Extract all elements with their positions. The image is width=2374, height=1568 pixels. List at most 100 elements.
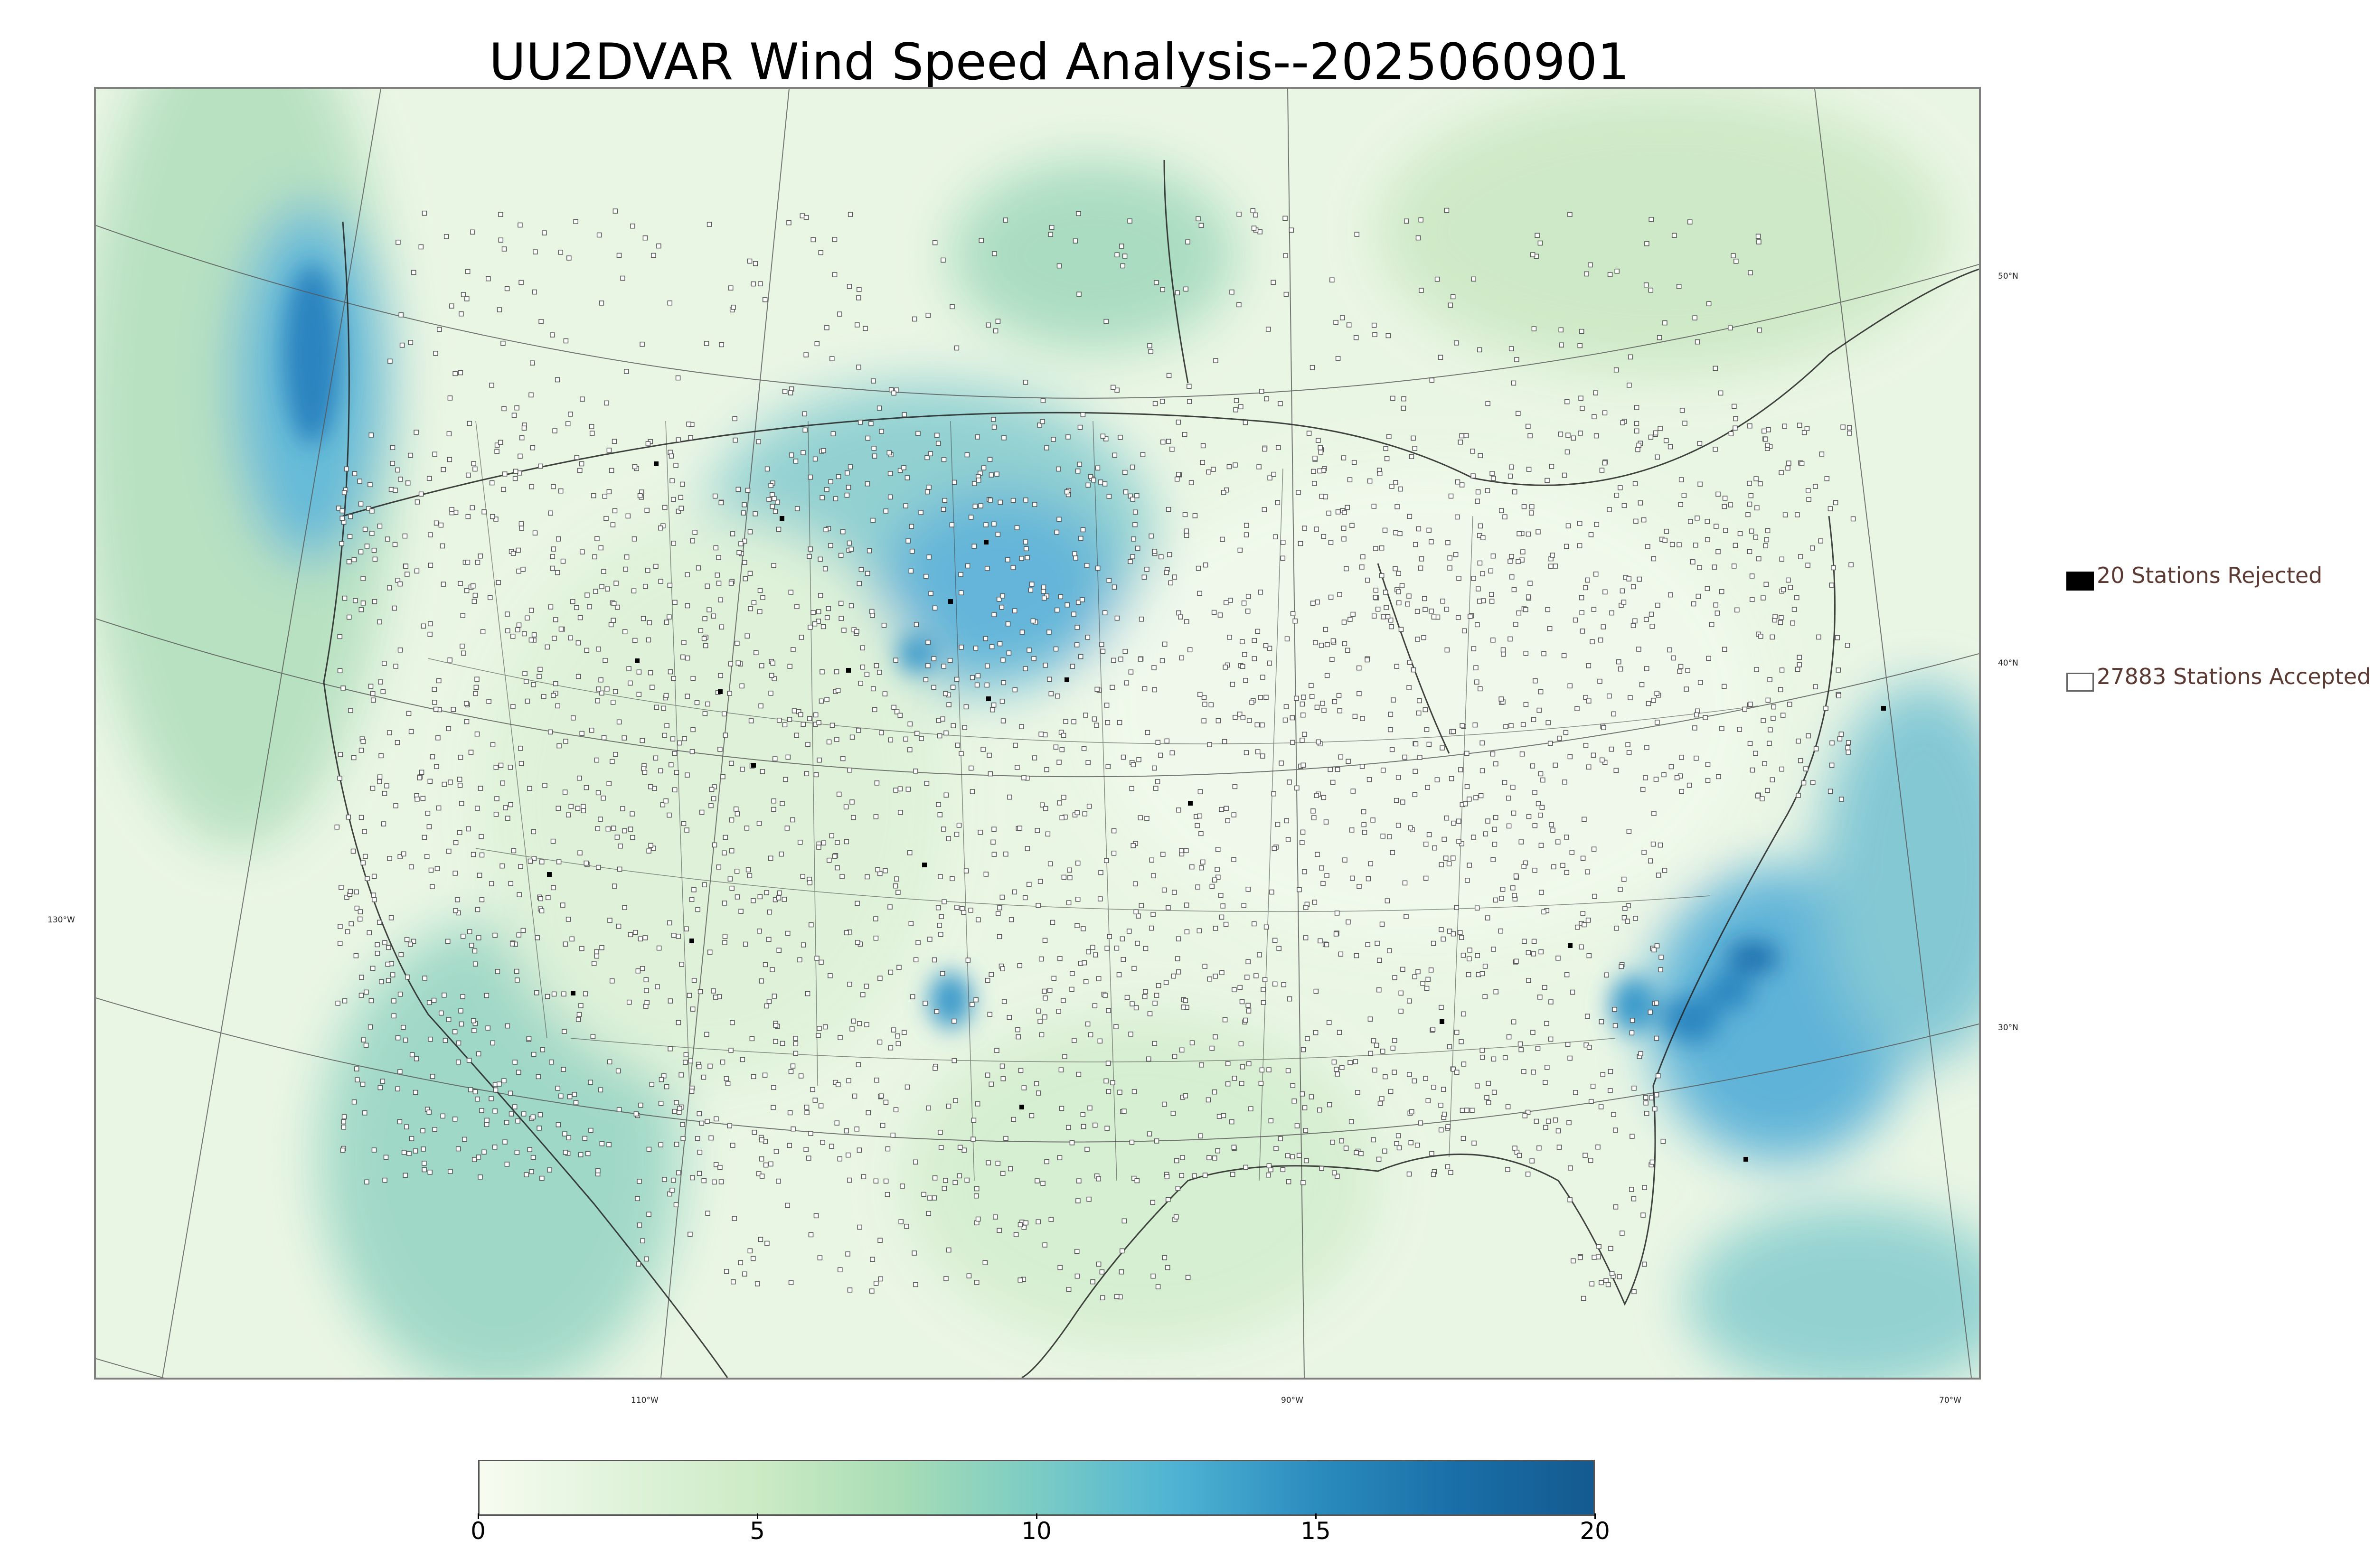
station-accepted-marker <box>941 457 947 462</box>
station-accepted-marker <box>690 1006 696 1012</box>
station-accepted-marker <box>1215 867 1220 872</box>
station-accepted-marker <box>1359 764 1365 769</box>
station-accepted-marker <box>1608 1069 1613 1074</box>
station-accepted-marker <box>1829 762 1835 768</box>
station-accepted-marker <box>531 829 536 835</box>
station-accepted-marker <box>1479 768 1485 773</box>
station-accepted-marker <box>881 622 887 628</box>
station-accepted-marker <box>751 281 756 287</box>
station-accepted-marker <box>979 238 984 243</box>
station-accepted-marker <box>1347 1060 1353 1065</box>
station-accepted-marker <box>1133 1005 1139 1011</box>
station-accepted-marker <box>568 804 574 809</box>
station-accepted-marker <box>1040 398 1046 403</box>
station-accepted-marker <box>542 230 547 235</box>
station-accepted-marker <box>526 1036 532 1041</box>
station-accepted-marker <box>1236 211 1242 217</box>
map-panel[interactable] <box>94 87 1981 1380</box>
station-accepted-marker <box>1057 956 1063 961</box>
station-accepted-marker <box>1197 813 1203 819</box>
station-accepted-marker <box>827 857 832 863</box>
station-accepted-marker <box>552 636 557 641</box>
station-accepted-marker <box>1309 683 1314 688</box>
station-accepted-marker <box>1220 903 1225 909</box>
station-accepted-marker <box>981 465 987 470</box>
station-accepted-marker <box>1798 758 1803 763</box>
station-accepted-marker <box>378 679 383 685</box>
station-accepted-marker <box>1141 574 1147 580</box>
station-accepted-marker <box>339 541 344 546</box>
station-accepted-marker <box>382 661 387 666</box>
station-accepted-marker <box>1183 1093 1188 1099</box>
station-accepted-marker <box>495 969 500 974</box>
station-accepted-marker <box>1377 958 1382 963</box>
station-accepted-marker <box>1705 586 1710 591</box>
station-accepted-marker <box>1567 1197 1573 1202</box>
station-accepted-marker <box>1517 1153 1522 1158</box>
station-accepted-marker <box>1313 1030 1319 1035</box>
station-accepted-marker <box>873 1281 879 1286</box>
station-accepted-marker <box>1319 642 1324 648</box>
station-accepted-marker <box>1339 315 1345 320</box>
station-accepted-marker <box>1592 1255 1597 1260</box>
station-accepted-marker <box>553 617 558 622</box>
station-accepted-marker <box>595 826 601 831</box>
station-accepted-marker <box>536 1074 541 1080</box>
station-accepted-marker <box>1243 420 1248 425</box>
station-accepted-marker <box>1555 956 1561 961</box>
station-accepted-marker <box>1243 1164 1248 1170</box>
station-accepted-marker <box>531 1052 537 1057</box>
station-accepted-marker <box>502 471 508 477</box>
station-accepted-marker <box>1593 433 1599 439</box>
station-accepted-marker <box>991 417 996 422</box>
station-accepted-marker <box>1642 1185 1647 1190</box>
station-accepted-marker <box>653 563 659 569</box>
station-accepted-marker <box>888 387 894 393</box>
station-accepted-marker <box>1780 713 1786 718</box>
station-accepted-marker <box>790 817 795 823</box>
station-accepted-marker <box>497 307 502 312</box>
station-accepted-marker <box>512 1060 518 1065</box>
station-accepted-marker <box>739 683 744 689</box>
station-accepted-marker <box>762 1072 768 1078</box>
colorbar-tick <box>757 1513 758 1519</box>
station-accepted-marker <box>371 547 377 553</box>
station-accepted-marker <box>1526 814 1532 819</box>
station-accepted-marker <box>1200 443 1206 449</box>
station-accepted-marker <box>1550 553 1555 558</box>
station-accepted-marker <box>1507 636 1513 642</box>
station-accepted-marker <box>568 635 573 641</box>
station-accepted-marker <box>1491 1056 1497 1062</box>
station-accepted-marker <box>1458 440 1463 445</box>
station-accepted-marker <box>397 648 403 653</box>
station-accepted-marker <box>777 890 782 896</box>
station-accepted-marker <box>730 1020 735 1025</box>
station-accepted-marker <box>1076 600 1081 605</box>
station-accepted-marker <box>358 549 364 554</box>
station-accepted-marker <box>1148 349 1154 354</box>
station-accepted-marker <box>1313 640 1318 646</box>
station-accepted-marker <box>1828 506 1833 511</box>
station-accepted-marker <box>858 567 864 572</box>
station-accepted-marker <box>970 1136 976 1142</box>
station-accepted-marker <box>846 1078 851 1083</box>
station-accepted-marker <box>1075 469 1081 474</box>
station-accepted-marker <box>697 1111 702 1117</box>
station-accepted-marker <box>512 1104 518 1109</box>
station-accepted-marker <box>684 926 689 931</box>
station-accepted-marker <box>1451 820 1456 826</box>
station-accepted-marker <box>1631 1289 1637 1295</box>
station-accepted-marker <box>680 481 685 487</box>
station-accepted-marker <box>493 1087 499 1093</box>
station-accepted-marker <box>1233 407 1238 413</box>
station-accepted-marker <box>1398 1008 1404 1014</box>
station-accepted-marker <box>1567 683 1573 689</box>
station-rejected-marker <box>1065 677 1069 682</box>
station-accepted-marker <box>1188 480 1194 485</box>
station-accepted-marker <box>938 874 943 879</box>
station-accepted-marker <box>1559 342 1564 347</box>
station-accepted-marker <box>1447 555 1452 561</box>
station-accepted-marker <box>999 1063 1005 1069</box>
station-accepted-marker <box>433 520 439 526</box>
station-accepted-marker <box>577 615 583 620</box>
